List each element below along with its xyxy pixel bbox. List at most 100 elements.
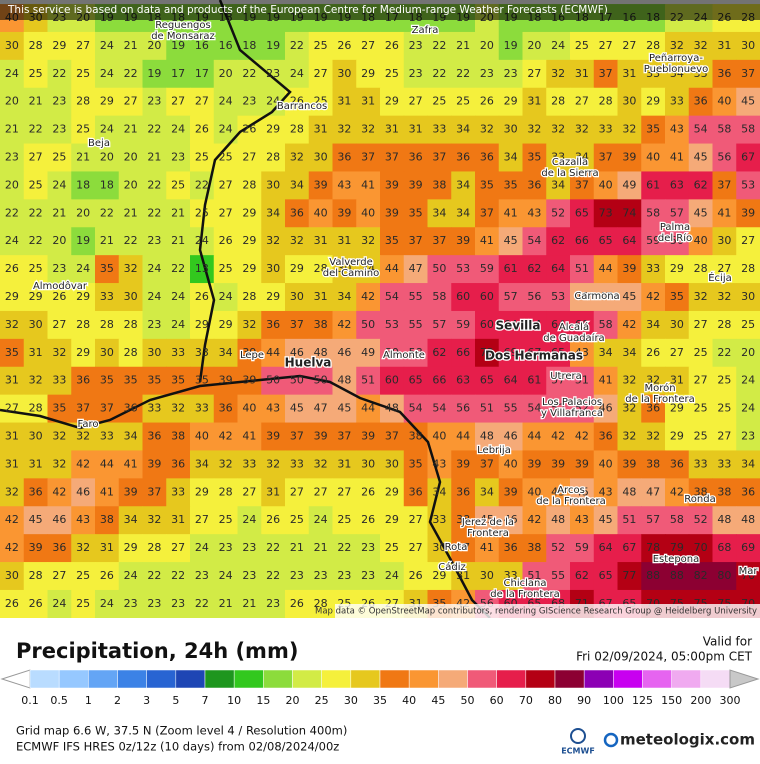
- grid-cell: [641, 394, 666, 424]
- grid-cell: [617, 534, 642, 563]
- grid-cell: [213, 283, 238, 312]
- grid-cell: [166, 227, 191, 256]
- grid-cell: [593, 255, 618, 284]
- grid-cell: [570, 394, 595, 424]
- grid-cell: [0, 534, 25, 563]
- grid-cell: [570, 199, 595, 228]
- grid-cell: [23, 59, 48, 89]
- legend-swatch: [233, 669, 264, 689]
- grid-cell: [451, 255, 476, 284]
- grid-cell: [118, 422, 143, 451]
- grid-cell: [475, 450, 500, 479]
- grid-cell: [95, 589, 120, 619]
- grid-value: 26: [52, 290, 66, 303]
- grid-value: 25: [29, 178, 43, 191]
- grid-cell: [522, 87, 547, 117]
- grid-value: 25: [195, 151, 209, 164]
- grid-value: 69: [741, 541, 755, 554]
- grid-value: 42: [219, 430, 233, 443]
- grid-cell: [47, 562, 72, 591]
- grid-value: 22: [147, 123, 161, 136]
- grid-cell: [641, 115, 666, 145]
- legend-label: 30: [344, 694, 358, 707]
- grid-value: 25: [694, 430, 708, 443]
- grid-value: 37: [599, 67, 613, 80]
- grid-cell: [118, 199, 143, 228]
- grid-value: 23: [52, 123, 66, 136]
- grid-value: 30: [741, 39, 755, 52]
- grid-cell: [427, 394, 452, 424]
- grid-value: 40: [314, 206, 328, 219]
- grid-value: 43: [432, 457, 446, 470]
- legend-swatch: [350, 669, 381, 689]
- grid-value: 33: [646, 262, 660, 275]
- grid-value: 29: [385, 513, 399, 526]
- grid-cell: [546, 450, 571, 479]
- grid-cell: [736, 227, 760, 256]
- grid-cell: [570, 506, 595, 535]
- grid-cell: [641, 506, 666, 535]
- grid-value: 39: [622, 151, 636, 164]
- grid-value: 35: [385, 234, 399, 247]
- grid-value: 32: [551, 123, 565, 136]
- grid-value: 24: [385, 569, 399, 582]
- grid-value: 48: [337, 374, 351, 387]
- grid-cell: [688, 283, 713, 312]
- grid-cell: [118, 87, 143, 117]
- grid-value: 60: [480, 290, 494, 303]
- grid-value: 30: [622, 95, 636, 108]
- grid-cell: [570, 366, 595, 396]
- grid-cell: [593, 199, 618, 228]
- grid-cell: [308, 310, 333, 340]
- grid-value: 27: [361, 39, 375, 52]
- grid-value: 31: [314, 234, 328, 247]
- grid-value: 34: [124, 513, 138, 526]
- grid-value: 36: [741, 485, 755, 498]
- grid-value: 34: [504, 151, 518, 164]
- grid-cell: [736, 450, 760, 479]
- grid-value: 61: [504, 262, 518, 275]
- grid-cell: [95, 227, 120, 256]
- grid-cell: [118, 534, 143, 563]
- grid-cell: [95, 310, 120, 340]
- grid-cell: [736, 506, 760, 535]
- grid-cell: [332, 562, 357, 591]
- place-name: Dos Hermanas: [485, 349, 583, 363]
- grid-cell: [641, 562, 666, 591]
- grid-value: 23: [409, 67, 423, 80]
- grid-value: 39: [409, 178, 423, 191]
- grid-value: 32: [76, 541, 90, 554]
- grid-value: 51: [575, 262, 589, 275]
- product-title: Precipitation, 24h (mm): [16, 639, 298, 663]
- grid-cell: [0, 115, 25, 145]
- place-name: Faro: [78, 419, 99, 430]
- grid-cell: [332, 199, 357, 228]
- grid-value: 27: [694, 374, 708, 387]
- grid-value: 28: [266, 151, 280, 164]
- grid-cell: [380, 255, 405, 284]
- grid-value: 36: [29, 485, 43, 498]
- grid-value: 41: [242, 430, 256, 443]
- valid-label: Valid for: [703, 635, 752, 649]
- grid-cell: [23, 310, 48, 340]
- grid-value: 36: [599, 430, 613, 443]
- grid-cell: [285, 338, 310, 368]
- grid-value: 28: [76, 95, 90, 108]
- grid-cell: [23, 478, 48, 507]
- grid-value: 50: [432, 262, 446, 275]
- grid-cell: [617, 562, 642, 591]
- grid-value: 19: [266, 39, 280, 52]
- grid-cell: [23, 87, 48, 117]
- grid-cell: [736, 534, 760, 563]
- grid-cell: [71, 171, 96, 200]
- grid-cell: [118, 227, 143, 256]
- grid-cell: [95, 422, 120, 451]
- grid-value: 47: [599, 290, 613, 303]
- grid-value: 36: [290, 206, 304, 219]
- grid-cell: [475, 534, 500, 563]
- place-name: Mar: [739, 566, 759, 577]
- grid-value: 28: [242, 178, 256, 191]
- grid-value: 23: [219, 541, 233, 554]
- grid-value: 31: [670, 374, 684, 387]
- place-name: del Río: [658, 232, 692, 244]
